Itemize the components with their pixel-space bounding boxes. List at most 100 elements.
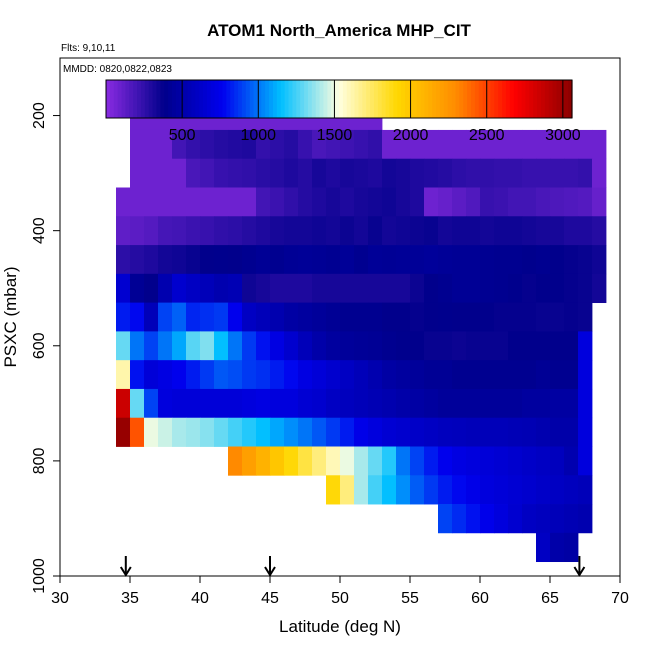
heatmap-cell bbox=[326, 475, 341, 505]
heatmap-cell bbox=[368, 187, 383, 217]
heatmap-cell bbox=[298, 446, 313, 476]
heatmap-cell bbox=[410, 245, 425, 275]
heatmap-cell bbox=[158, 302, 173, 332]
colorbar-segment bbox=[257, 80, 262, 118]
heatmap-cell bbox=[228, 360, 243, 390]
colorbar-segment bbox=[443, 80, 449, 118]
heatmap-cell bbox=[578, 504, 593, 534]
heatmap-cell bbox=[424, 331, 439, 361]
heatmap-cell bbox=[284, 245, 299, 275]
heatmap-cell bbox=[438, 302, 453, 332]
heatmap-cell bbox=[368, 216, 383, 246]
colorbar-segment bbox=[393, 80, 398, 118]
heatmap-cell bbox=[228, 216, 243, 246]
heatmap-cell bbox=[228, 331, 243, 361]
colorbar-segment bbox=[261, 80, 266, 118]
heatmap-cell bbox=[298, 158, 313, 188]
heatmap-cell bbox=[550, 273, 565, 304]
heatmap-cell bbox=[382, 245, 397, 275]
heatmap-cell bbox=[228, 158, 243, 188]
heatmap-cell bbox=[550, 331, 565, 361]
heatmap-cell bbox=[158, 360, 173, 390]
y-tick-label: 400 bbox=[31, 217, 48, 244]
heatmap-cell bbox=[452, 245, 467, 275]
colorbar-frame bbox=[105, 79, 573, 119]
heatmap-cell bbox=[424, 302, 439, 332]
heatmap-cell bbox=[256, 158, 271, 188]
colorbar-segment bbox=[505, 80, 511, 118]
heatmap-cell bbox=[550, 388, 565, 419]
heatmap-cell bbox=[550, 475, 565, 505]
colorbar-segment bbox=[210, 80, 216, 118]
colorbar-segment bbox=[288, 80, 293, 118]
heatmap-cell bbox=[130, 388, 145, 419]
heatmap-cell bbox=[242, 446, 257, 476]
heatmap-cell bbox=[578, 158, 593, 188]
x-tick-label: 45 bbox=[261, 590, 279, 607]
colorbar-segment bbox=[494, 80, 499, 118]
heatmap-cell bbox=[368, 129, 383, 160]
colorbar-segment bbox=[408, 80, 414, 118]
heatmap-cell bbox=[536, 331, 551, 361]
heatmap-cell bbox=[284, 417, 299, 447]
heatmap-cell bbox=[494, 417, 509, 447]
heatmap-cell bbox=[270, 187, 285, 217]
heatmap-cell bbox=[116, 273, 131, 304]
y-axis-label: PSXC (mbar) bbox=[1, 266, 20, 367]
heatmap-cell bbox=[312, 273, 327, 304]
heatmap-cell bbox=[340, 158, 355, 188]
colorbar-segment bbox=[156, 80, 161, 118]
heatmap-cell bbox=[382, 388, 397, 419]
heatmap-cell bbox=[410, 475, 425, 505]
heatmap-cell bbox=[228, 273, 243, 304]
heatmap-cell bbox=[326, 302, 341, 332]
heatmap-cell bbox=[354, 245, 369, 275]
heatmap-cell bbox=[172, 158, 187, 188]
colorbar-segment bbox=[420, 80, 426, 118]
colorbar-segment bbox=[544, 80, 550, 118]
heatmap-cell bbox=[550, 245, 565, 275]
heatmap-cell bbox=[116, 187, 131, 217]
heatmap-cell bbox=[270, 302, 285, 332]
heatmap-cell bbox=[452, 388, 467, 419]
heatmap-cell bbox=[144, 158, 159, 188]
colorbar-segment bbox=[106, 80, 111, 118]
heatmap-cell bbox=[368, 360, 383, 390]
colorbar-segment bbox=[160, 80, 165, 118]
heatmap-cell bbox=[354, 475, 369, 505]
heatmap-cell bbox=[480, 331, 495, 361]
x-tick-label: 60 bbox=[471, 590, 489, 607]
heatmap-cell bbox=[578, 388, 593, 419]
colorbar-segment bbox=[300, 80, 305, 118]
heatmap-cell bbox=[368, 417, 383, 447]
colorbar-segment bbox=[191, 80, 196, 118]
heatmap-cell bbox=[550, 187, 565, 217]
heatmap-cell bbox=[242, 331, 257, 361]
heatmap-cell bbox=[186, 187, 201, 217]
heatmap-cell bbox=[228, 129, 243, 160]
heatmap-cell bbox=[242, 302, 257, 332]
latitude-arrow bbox=[119, 556, 132, 577]
colorbar-segment bbox=[315, 80, 321, 118]
heatmap-cell bbox=[312, 388, 327, 419]
heatmap-cell bbox=[494, 360, 509, 390]
heatmap-cell bbox=[382, 360, 397, 390]
colorbar-segment bbox=[463, 80, 468, 118]
heatmap-cell bbox=[410, 158, 425, 188]
heatmap-cell bbox=[270, 360, 285, 390]
heatmap-cell bbox=[368, 158, 383, 188]
heatmap-cell bbox=[508, 417, 523, 447]
heatmap-cell bbox=[424, 158, 439, 188]
heatmap-cell bbox=[494, 388, 509, 419]
colorbar-segment bbox=[117, 80, 123, 118]
heatmap-cell bbox=[578, 302, 593, 332]
heatmap-cell bbox=[312, 216, 327, 246]
heatmap-cell bbox=[354, 216, 369, 246]
colorbar-segment bbox=[373, 80, 379, 118]
heatmap-cell bbox=[326, 216, 341, 246]
colorbar-segment bbox=[284, 80, 290, 118]
heatmap-cell bbox=[508, 187, 523, 217]
heatmap-cell bbox=[256, 302, 271, 332]
heatmap-cell bbox=[144, 302, 159, 332]
heatmap-cell bbox=[508, 273, 523, 304]
